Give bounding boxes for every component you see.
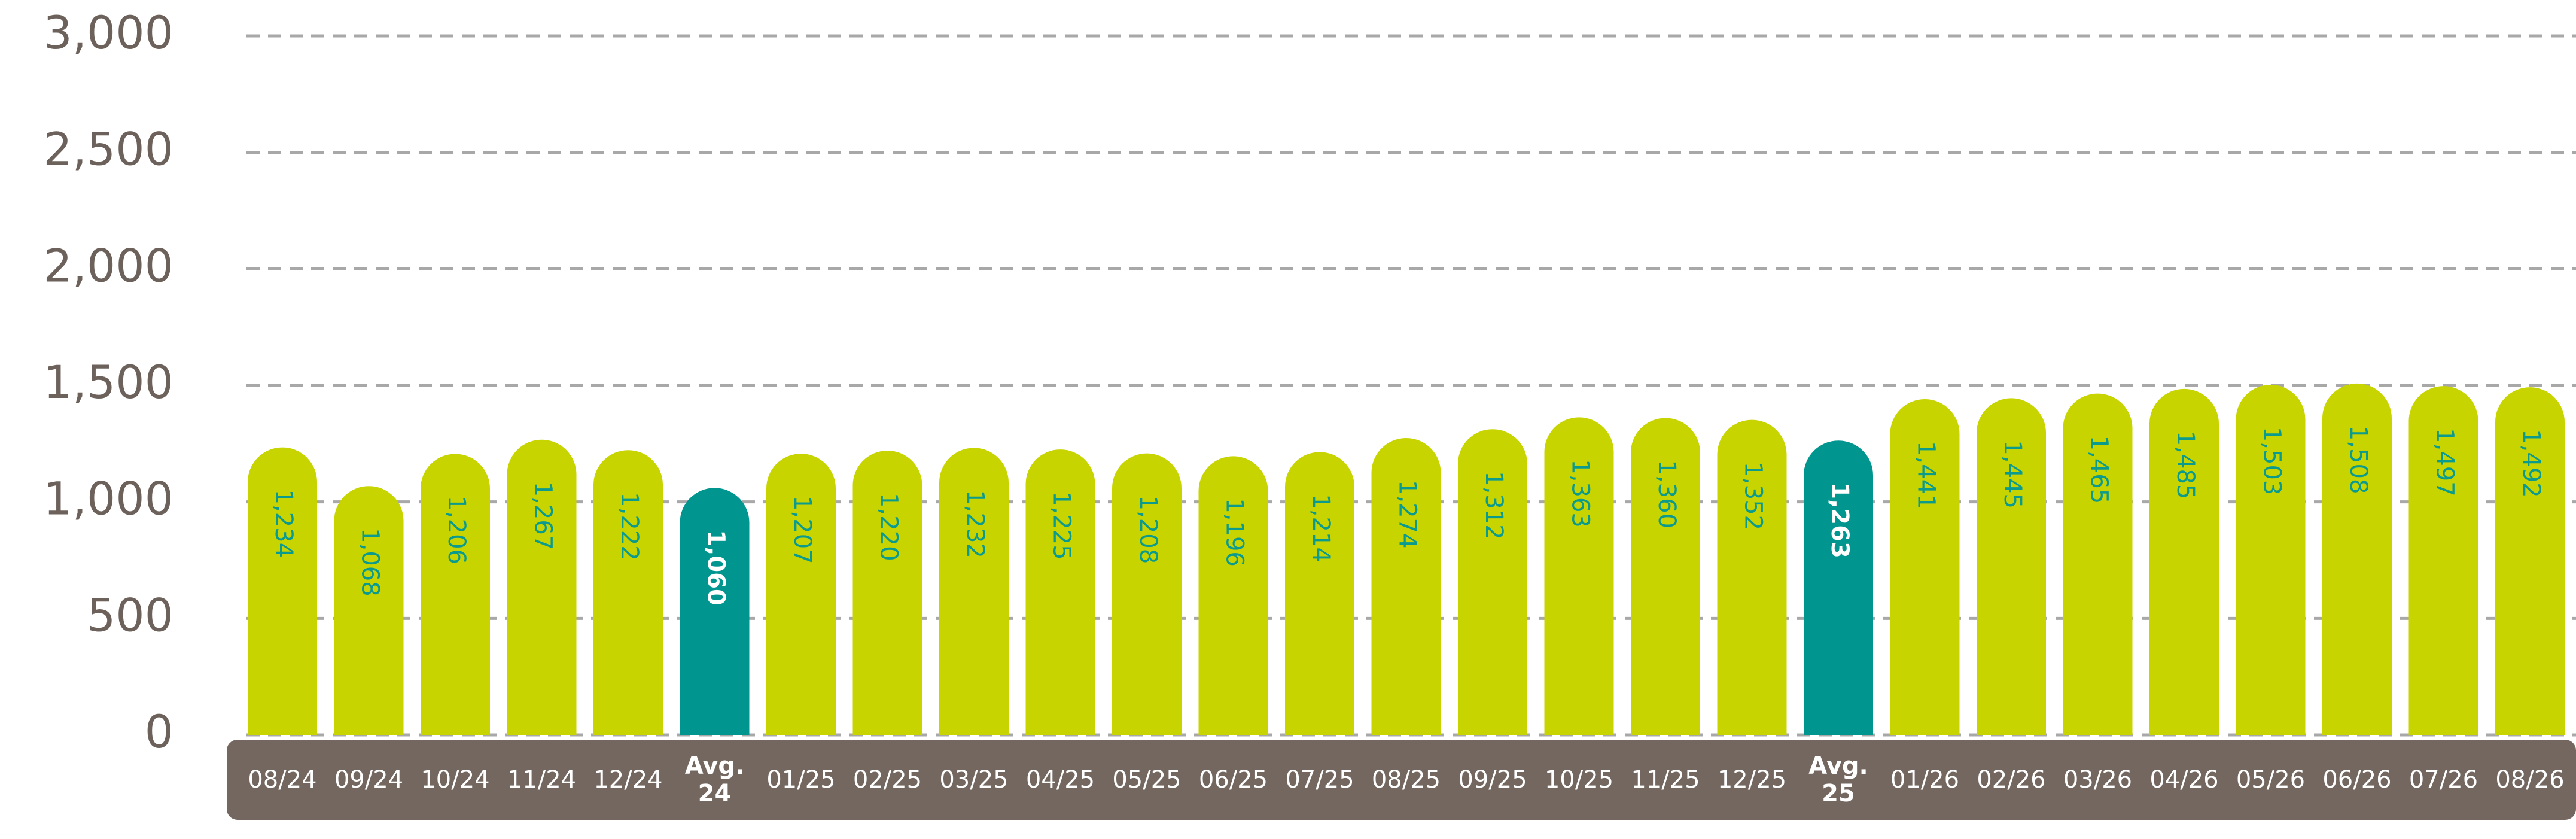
x-tick-label: 12/24 — [593, 766, 663, 794]
value-label: 1,441 — [1913, 441, 1940, 510]
x-tick-label: Avg. 24 — [684, 752, 745, 807]
value-label: 1,206 — [443, 496, 470, 564]
x-tick-label: 10/24 — [421, 766, 490, 794]
bar — [1458, 429, 1527, 735]
x-tick-label: 04/25 — [1025, 766, 1095, 794]
bar — [1025, 449, 1095, 735]
x-tick-label: 12/25 — [1717, 766, 1787, 794]
value-label: 1,232 — [961, 490, 989, 558]
category-band — [227, 740, 2576, 820]
x-tick-label: 01/25 — [766, 766, 836, 794]
bar — [1977, 398, 2046, 735]
x-tick-label: 09/24 — [334, 766, 404, 794]
bar — [248, 447, 317, 735]
bar — [1804, 440, 1873, 735]
y-tick-label: 3,000 — [43, 6, 173, 59]
bar — [1285, 452, 1354, 735]
x-tick-label: 06/26 — [2322, 766, 2392, 794]
bar — [1371, 437, 1441, 735]
bar — [766, 454, 836, 735]
bar — [2149, 388, 2219, 735]
bar — [1717, 420, 1787, 735]
x-tick-label: 08/26 — [2495, 766, 2565, 794]
bar — [2063, 393, 2133, 735]
x-tick-label: 03/25 — [939, 766, 1009, 794]
bar — [1112, 453, 1182, 735]
value-label: 1,497 — [2431, 428, 2459, 497]
value-label: 1,465 — [2085, 436, 2113, 504]
bar — [1631, 418, 1700, 735]
x-tick-label: 05/26 — [2236, 766, 2306, 794]
value-label: 1,360 — [1653, 460, 1680, 529]
value-label: 1,363 — [1567, 459, 1594, 528]
y-tick-label: 1,500 — [43, 355, 173, 409]
bar — [2322, 383, 2392, 735]
x-tick-label: 08/24 — [248, 766, 317, 794]
value-label: 1,312 — [1480, 471, 1508, 540]
y-tick-label: 500 — [87, 588, 173, 642]
value-label: 1,352 — [1740, 462, 1767, 531]
value-label: 1,508 — [2344, 425, 2372, 494]
bar — [334, 486, 404, 735]
value-label: 1,274 — [1394, 480, 1421, 549]
value-label: 1,222 — [616, 492, 643, 561]
x-tick-label: 07/25 — [1285, 766, 1354, 794]
value-label: 1,263 — [1826, 482, 1853, 558]
value-label: 1,234 — [270, 490, 297, 558]
x-tick-label: 06/25 — [1198, 766, 1268, 794]
y-tick-label: 2,000 — [43, 239, 173, 292]
x-tick-label: Avg. 25 — [1808, 752, 1868, 807]
y-tick-label: 1,000 — [43, 472, 173, 525]
x-tick-label: 09/25 — [1458, 766, 1527, 794]
bar — [939, 448, 1009, 735]
value-label: 1,485 — [2172, 431, 2199, 500]
bar — [2495, 387, 2565, 735]
value-label: 1,214 — [1307, 494, 1335, 563]
value-label: 1,196 — [1221, 498, 1249, 567]
value-label: 1,225 — [1048, 491, 1076, 560]
value-label: 1,207 — [788, 496, 816, 564]
value-label: 1,068 — [357, 528, 384, 597]
value-label: 1,503 — [2258, 427, 2286, 496]
bar — [1544, 417, 1614, 735]
value-label: 1,445 — [1999, 440, 2026, 509]
bar — [1198, 456, 1268, 735]
x-tick-label: 11/25 — [1631, 766, 1700, 794]
x-tick-label: 07/26 — [2408, 766, 2478, 794]
x-tick-label: 02/25 — [852, 766, 922, 794]
bar — [852, 451, 922, 735]
value-label: 1,208 — [1134, 496, 1162, 564]
bar — [593, 450, 663, 735]
bar — [2236, 384, 2306, 735]
y-tick-label: 0 — [145, 705, 173, 758]
x-tick-label: 08/25 — [1371, 766, 1441, 794]
bar — [2408, 386, 2478, 735]
bar — [680, 488, 750, 735]
x-tick-label: 10/25 — [1544, 766, 1614, 794]
value-label: 1,220 — [875, 493, 903, 561]
bar — [1890, 399, 1960, 735]
value-label: 1,060 — [702, 530, 730, 606]
x-tick-label: 02/26 — [1977, 766, 2046, 794]
x-tick-label: 11/24 — [507, 766, 577, 794]
bar — [507, 439, 577, 735]
value-label: 1,492 — [2517, 429, 2545, 498]
y-tick-label: 2,500 — [43, 123, 173, 176]
bar — [421, 454, 490, 735]
x-tick-label: 05/25 — [1112, 766, 1182, 794]
value-label: 1,267 — [529, 482, 557, 551]
x-tick-label: 01/26 — [1890, 766, 1960, 794]
x-tick-label: 04/26 — [2149, 766, 2219, 794]
x-tick-label: 03/26 — [2063, 766, 2133, 794]
